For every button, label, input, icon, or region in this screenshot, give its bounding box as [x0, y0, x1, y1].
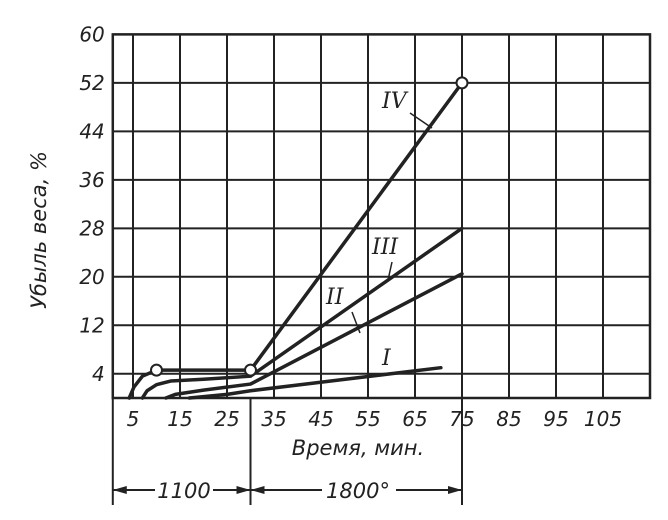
x-tick-label: 35 [261, 407, 286, 431]
x-tick-label: 95 [543, 407, 568, 431]
temperature-ranges: 1100 1800° [111, 398, 463, 505]
x-tick-label: 15 [167, 407, 192, 431]
x-tick-label: 105 [584, 407, 622, 431]
x-tick-label: 55 [355, 407, 380, 431]
y-tick-label: 60 [79, 22, 104, 46]
series-label-I: I [381, 346, 392, 371]
y-tick-label: 20 [79, 265, 104, 289]
series-label-IV: IV [381, 89, 409, 114]
range-label-1800: 1800° [326, 479, 390, 503]
x-tick-label: 85 [496, 407, 521, 431]
series-lines [127, 76, 469, 400]
arrowhead-right-icon [448, 486, 462, 494]
arrowhead-left-icon [250, 486, 265, 494]
series-line-IV [127, 81, 464, 400]
series-line-II [164, 272, 464, 400]
leader-line [409, 112, 433, 129]
y-tick-label: 36 [79, 168, 104, 192]
y-axis-label: Убыль веса, % [27, 151, 51, 309]
data-point-marker [150, 363, 163, 377]
label-bg [155, 476, 213, 502]
series-label-III: III [371, 235, 399, 260]
x-tick-label: 5 [127, 407, 140, 431]
plot-frame [111, 33, 652, 400]
data-point-marker [244, 363, 257, 377]
x-tick-label: 65 [402, 407, 427, 431]
leader-line [387, 261, 393, 281]
series-label-II: II [325, 285, 345, 310]
range-label-1100: 1100 [157, 479, 210, 503]
series-line-I [187, 365, 443, 400]
x-tick-label: 45 [308, 407, 333, 431]
leader-line [351, 311, 361, 334]
arrowhead-left-icon [112, 486, 127, 494]
x-tick-labels: 5 15 25 35 45 55 65 75 85 95 105 [127, 407, 622, 431]
x-axis-label: Время, мин. [292, 436, 424, 460]
y-tick-label: 52 [79, 71, 104, 95]
y-tick-label: 28 [79, 216, 104, 240]
y-tick-labels: 4 12 20 28 36 44 52 60 [79, 22, 104, 385]
x-tick-label: 25 [214, 407, 239, 431]
y-tick-label: 4 [92, 362, 105, 386]
arrowhead-right-icon [236, 486, 251, 494]
y-tick-label: 44 [79, 119, 104, 143]
label-bg [322, 474, 396, 502]
y-tick-label: 12 [79, 313, 104, 337]
data-point-marker [455, 76, 469, 90]
